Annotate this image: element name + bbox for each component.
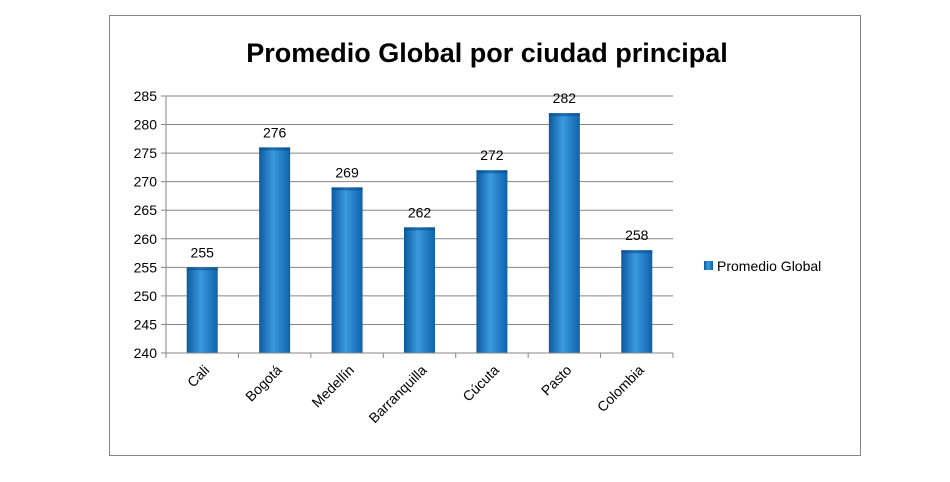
y-tick-label: 280: [134, 117, 158, 133]
bar-cap: [331, 187, 363, 191]
data-label: 282: [553, 90, 577, 106]
data-label: 269: [335, 164, 359, 180]
bar: [404, 227, 435, 353]
x-category-label: Cali: [184, 362, 212, 390]
y-tick-label: 260: [134, 231, 158, 247]
bar: [186, 267, 218, 353]
axes: [161, 95, 674, 358]
bar: [476, 170, 508, 353]
y-tick-label: 250: [134, 288, 158, 304]
bar: [548, 113, 580, 353]
bar-cap: [186, 267, 218, 271]
y-tick-label: 275: [134, 145, 158, 161]
chart-area: Promedio Global por ciudad principal 240…: [109, 15, 861, 456]
bars: [186, 113, 653, 353]
y-tick-label: 240: [134, 345, 158, 361]
y-tick-label: 255: [134, 259, 158, 275]
x-category-label: Medellín: [308, 362, 357, 411]
data-label: 258: [625, 227, 649, 243]
gridlines: [166, 95, 673, 325]
x-category-label: Barranquilla: [365, 362, 429, 426]
y-tick-label: 245: [134, 316, 158, 332]
x-category-label: Bogotá: [242, 362, 285, 405]
data-label: 272: [480, 147, 504, 163]
bar: [259, 147, 291, 353]
legend: Promedio Global: [704, 258, 821, 274]
bar: [331, 187, 363, 353]
bar: [621, 250, 653, 353]
y-tick-label: 265: [134, 202, 158, 218]
y-tick-label: 285: [134, 88, 158, 104]
bar-cap: [621, 250, 653, 254]
legend-label: Promedio Global: [717, 258, 821, 274]
bar-cap: [476, 170, 508, 174]
bar-cap: [404, 227, 435, 231]
y-tick-label: 270: [134, 174, 158, 190]
data-label: 276: [263, 124, 287, 140]
chart-title: Promedio Global por ciudad principal: [246, 38, 728, 68]
bar-cap: [548, 113, 580, 117]
x-category-label: Cúcuta: [459, 362, 502, 405]
chart-svg: Promedio Global por ciudad principal 240…: [134, 38, 822, 426]
x-category-label: Pasto: [538, 362, 575, 399]
bar-cap: [259, 147, 291, 151]
legend-swatch: [704, 261, 713, 270]
data-label: 255: [191, 244, 215, 260]
x-category-label: Colombia: [594, 362, 647, 415]
data-label: 262: [408, 204, 432, 220]
